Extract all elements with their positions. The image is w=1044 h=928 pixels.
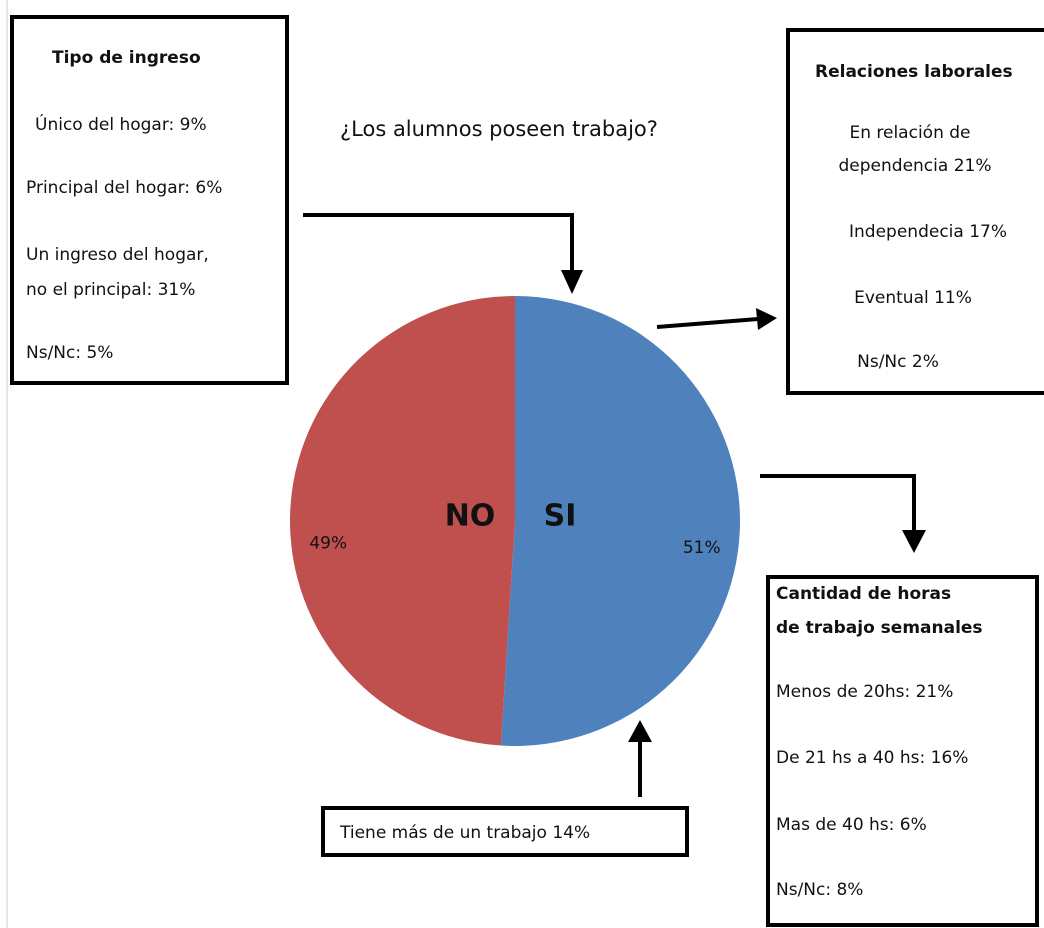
arrow <box>303 213 574 272</box>
category-label: SI <box>544 499 577 534</box>
annotation-box <box>10 15 289 385</box>
box-title: Tipo de ingreso <box>52 48 201 68</box>
box-line: Eventual 11% <box>854 288 972 308</box>
box-line: En relación de <box>849 123 970 143</box>
box-line: Único del hogar: 9% <box>35 113 207 135</box>
box-line: Un ingreso del hogar, <box>26 245 209 265</box>
arrow <box>656 317 759 329</box>
box-line: Ns/Nc 2% <box>857 352 939 372</box>
box-title: Cantidad de horas <box>776 584 951 604</box>
arrow-head <box>902 530 926 553</box>
box-line: Tiene más de un trabajo 14% <box>339 823 590 843</box>
arrow-head <box>756 308 777 330</box>
pie-slice <box>500 296 740 746</box>
annotation-box <box>766 575 1039 927</box>
category-label: NO <box>445 499 496 534</box>
chart-title: ¿Los alumnos poseen trabajo? <box>340 117 658 141</box>
box-line: no el principal: 31% <box>26 280 195 300</box>
box-title: de trabajo semanales <box>776 618 983 638</box>
annotation-box <box>786 28 1044 395</box>
box-title: Relaciones laborales <box>815 62 1013 82</box>
box-line: Mas de 40 hs: 6% <box>776 815 927 835</box>
box-line: Ns/Nc: 8% <box>776 880 863 900</box>
box-line: dependencia 21% <box>839 156 992 176</box>
slice-label: 51% <box>683 538 721 558</box>
box-line: Menos de 20hs: 21% <box>776 682 953 702</box>
slice-label: 49% <box>309 534 347 554</box>
arrow-head <box>628 720 652 742</box>
box-line: Ns/Nc: 5% <box>26 343 113 363</box>
arrow <box>760 474 916 532</box>
box-line: Independecia 17% <box>849 222 1007 242</box>
annotation-box <box>321 806 689 857</box>
box-line: De 21 hs a 40 hs: 16% <box>776 748 968 768</box>
pie-slice <box>289 296 515 746</box>
pie <box>289 296 740 746</box>
arrow-head <box>561 270 583 294</box>
box-line: Principal del hogar: 6% <box>26 178 222 198</box>
